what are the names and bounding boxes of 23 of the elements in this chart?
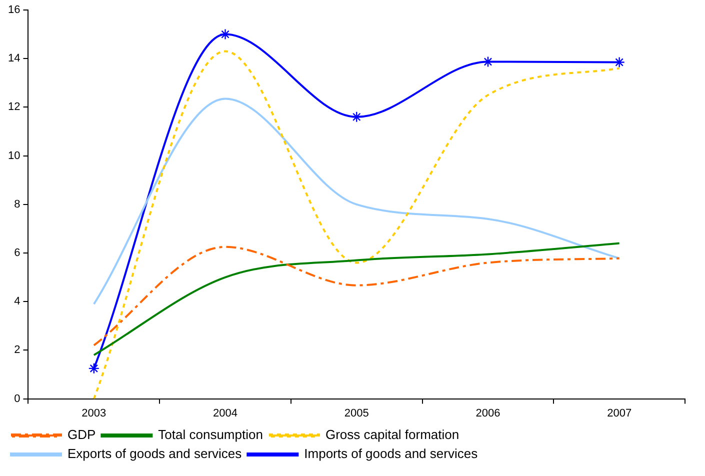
y-tick-label: 8 [14, 198, 20, 210]
legend-label: Gross capital formation [325, 427, 460, 442]
x-tick-label: 2004 [213, 407, 238, 420]
y-tick-label: 4 [14, 296, 20, 308]
y-tick-label: 2 [14, 344, 20, 356]
legend-label: Exports of goods and services [68, 446, 242, 462]
x-tick-label: 2006 [476, 407, 500, 420]
y-tick-label: 16 [8, 4, 20, 16]
y-tick-label: 12 [8, 101, 20, 114]
line-series [92, 98, 620, 306]
y-tick-label: 10 [8, 150, 20, 162]
y-tick-label: 14 [8, 52, 20, 65]
y-tick-label: 0 [14, 392, 20, 405]
legend-label: Imports of goods and services [304, 446, 478, 462]
x-tick-label: 2003 [82, 407, 106, 420]
point [614, 56, 625, 68]
x-tick-label: 2007 [607, 407, 632, 420]
point [88, 362, 100, 374]
legend-label: GDP [68, 427, 96, 442]
y-tick-label: 6 [14, 247, 20, 260]
legend-label: Total consumption [158, 427, 263, 442]
point [220, 28, 231, 40]
x-tick-label: 2005 [344, 407, 369, 420]
